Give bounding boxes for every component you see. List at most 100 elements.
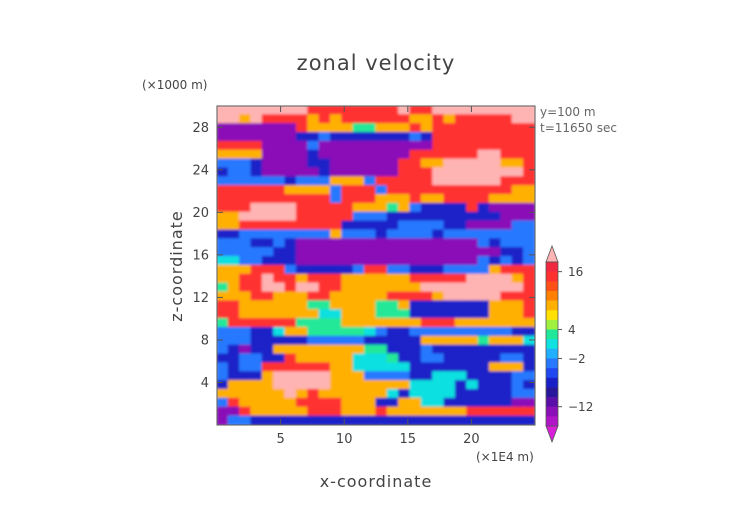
colorbar-segment [546,406,558,417]
field-cell [273,326,286,337]
field-cell [466,380,479,391]
field-cell [217,220,229,231]
field-cell [523,388,535,400]
field-cell [364,406,377,417]
field-cell [488,326,502,337]
field-cell [217,211,229,222]
field-cell [341,344,354,355]
field-cell [364,415,377,425]
field-cell [364,344,377,355]
field-cell [217,238,229,249]
field-cell [375,415,388,425]
field-cell [364,167,377,178]
field-cell [318,158,332,169]
field-cell [261,106,275,116]
field-cell [523,256,535,267]
field-cell [227,309,241,320]
field-cell [488,256,502,267]
field-cell [341,380,354,391]
field-cell [398,300,411,311]
field-cell [511,309,525,320]
field-cell [352,149,366,160]
field-cell [261,282,275,293]
field-cell [364,380,377,391]
field-cell [386,202,400,213]
field-cell [250,415,264,425]
field-cell [284,202,298,213]
field-cell [409,335,423,346]
field-cell [273,273,286,284]
colorbar-segment [546,416,558,427]
field-cell [454,397,468,408]
field-cell [239,406,252,417]
field-cell [398,220,411,231]
field-cell [375,202,388,213]
field-cell [284,309,298,320]
field-cell [466,194,479,205]
field-cell [250,335,264,346]
field-cell [307,415,320,425]
colorbar-segment [546,358,558,369]
field-cell [375,167,388,178]
field-cell [409,185,423,196]
field-cell [398,123,411,134]
field-cell [273,335,286,346]
field-cell [477,211,491,222]
field-cell [409,229,423,240]
field-cell [432,140,445,151]
field-cell [375,220,388,231]
field-cell [488,273,502,284]
field-cell [375,397,388,408]
field-cell [375,309,388,320]
field-cell [432,211,445,222]
field-cell [409,309,423,320]
field-cell [386,123,400,134]
field-cell [284,194,298,205]
field-cell [511,344,525,355]
field-cell [329,388,343,400]
field-cell [398,131,411,143]
field-cell [307,131,320,143]
field-cell [523,406,535,417]
field-cell [375,362,388,373]
field-cell [307,353,320,364]
field-cell [239,185,252,196]
field-cell [217,185,229,196]
field-cell [409,247,423,258]
field-cell [318,282,332,293]
field-cell [273,149,286,160]
field-cell [420,291,434,302]
field-cell [318,326,332,337]
field-cell [454,256,468,267]
field-cell [523,220,535,231]
field-cell [409,238,423,249]
field-cell [250,202,264,213]
field-cell [318,176,332,187]
field-cell [432,194,445,205]
field-cell [352,114,366,125]
field-cell [454,415,468,425]
field-cell [500,371,513,382]
field-cell [352,229,366,240]
field-cell [284,406,298,417]
field-cell [307,406,320,417]
field-cell [307,202,320,213]
field-cell [227,282,241,293]
field-cell [398,406,411,417]
field-cell [375,247,388,258]
field-cell [329,335,343,346]
field-cell [364,362,377,373]
field-cell [239,300,252,311]
field-cell [341,415,354,425]
field-cell [227,229,241,240]
field-cell [466,176,479,187]
field-cell [477,362,491,373]
field-cell [227,415,241,425]
field-cell [511,185,525,196]
field-cell [284,371,298,382]
field-cell [511,211,525,222]
field-cell [409,300,423,311]
field-cell [488,220,502,231]
field-cell [443,238,457,249]
x-axis: 5 10 15 20 [276,106,480,447]
